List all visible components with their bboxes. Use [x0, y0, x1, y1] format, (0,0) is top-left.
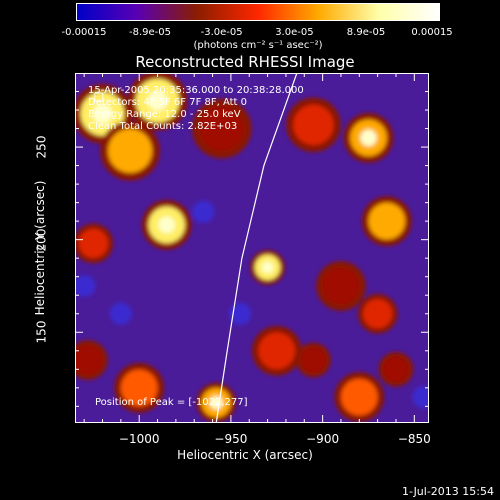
y-axis-label: Heliocentric Y (arcsec)	[33, 180, 47, 316]
colorbar-units: (photons cm⁻² s⁻¹ asec⁻²)	[193, 40, 323, 51]
solar-limb-line	[215, 73, 298, 423]
heatmap-dip	[412, 386, 429, 409]
colorbar-tick-label: -8.9e-05	[129, 27, 171, 38]
heatmap-blob-core	[158, 216, 175, 234]
x-tick-label: −900	[306, 432, 340, 446]
heatmap-blob	[300, 347, 327, 373]
heatmap-dip	[192, 200, 215, 223]
plot-area	[75, 73, 429, 423]
heatmap-blob	[108, 128, 153, 173]
heatmap-dip	[109, 302, 132, 325]
heatmap-blob-core	[147, 90, 168, 111]
heatmap-blob-core	[360, 129, 377, 147]
heatmap-blob	[258, 332, 296, 370]
chart-title: Reconstructed RHESSI Image	[135, 53, 355, 71]
annotation-block: 15-Apr-2005 20:35:36.000 to 20:38:28.000…	[88, 85, 304, 133]
timestamp-footer: 1-Jul-2013 15:54	[401, 485, 494, 498]
x-tick-label: −1000	[118, 432, 160, 446]
heatmap-blob-core	[261, 261, 274, 274]
y-tick-label: 150	[34, 320, 49, 344]
peak-position-label: Position of Peak = [-1022,277]	[95, 397, 248, 408]
heatmap-blob	[293, 104, 334, 146]
x-axis-label: Heliocentric X (arcsec)	[177, 448, 313, 462]
heatmap-dip	[75, 274, 96, 297]
heatmap-blob	[78, 228, 109, 259]
colorbar-tick-label: 3.0e-05	[275, 27, 314, 38]
heatmap-blob	[199, 106, 244, 151]
annotation-time: 15-Apr-2005 20:35:36.000 to 20:38:28.000	[88, 85, 304, 96]
annotation-detectors: Detectors: 4F 5F 6F 7F 8F, Att 0	[88, 97, 248, 108]
heatmap-blob	[362, 299, 393, 329]
heatmap-blob	[368, 202, 406, 240]
axis-ticks	[75, 73, 429, 423]
heatmap-blobs	[75, 73, 429, 423]
heatmap-blob-core	[92, 103, 113, 124]
heatmap-blob	[322, 267, 360, 305]
heatmap-dip	[229, 302, 252, 325]
heatmap-blob	[383, 356, 409, 383]
plot-frame	[75, 73, 429, 423]
peak-marker	[94, 92, 104, 102]
colorbar-tick-label: 8.9e-05	[346, 27, 386, 38]
colorbar-tick-label: -0.00015	[61, 27, 107, 38]
heatmap-blob	[120, 369, 158, 407]
x-tick-label: −850	[397, 432, 431, 446]
x-tick-label: −950	[214, 432, 248, 446]
annotation-energy: Energy Range: 12.0 - 25.0 keV	[88, 109, 241, 120]
annotation-counts: Clean Total Counts: 2.82E+03	[88, 121, 238, 132]
colorbar	[76, 3, 440, 21]
heatmap-blob	[75, 345, 103, 375]
colorbar-tick-label: 0.00015	[411, 27, 453, 38]
colorbar-tick-label: -3.0e-05	[200, 27, 243, 38]
y-tick-label: 250	[34, 135, 49, 159]
heatmap-blob	[340, 378, 378, 416]
